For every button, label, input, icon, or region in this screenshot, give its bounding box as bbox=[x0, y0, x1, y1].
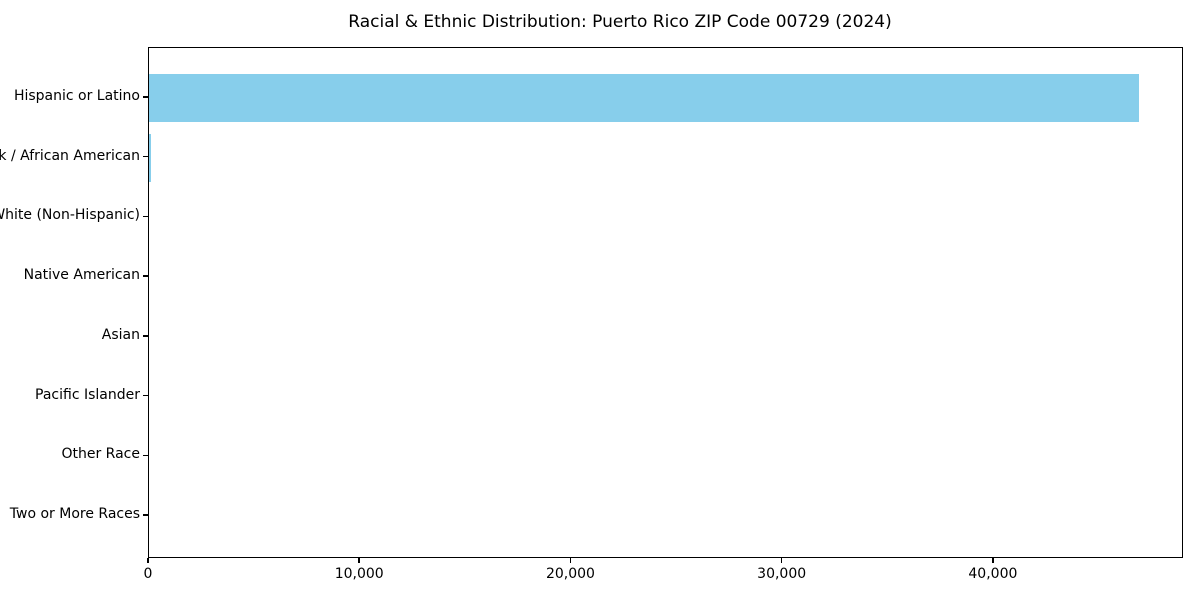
y-tick bbox=[143, 335, 148, 337]
x-axis-tick-label: 30,000 bbox=[757, 566, 807, 582]
y-tick bbox=[143, 514, 148, 516]
y-axis-label: Black / African American bbox=[0, 147, 140, 164]
x-tick bbox=[358, 558, 360, 563]
x-tick bbox=[992, 558, 994, 563]
x-axis-tick-label: 10,000 bbox=[334, 566, 384, 582]
y-tick bbox=[143, 275, 148, 277]
y-tick bbox=[143, 394, 148, 397]
plot-area bbox=[148, 47, 1183, 558]
y-axis-label: Other Race bbox=[61, 446, 140, 463]
bar bbox=[149, 133, 151, 182]
chart-title: Racial & Ethnic Distribution: Puerto Ric… bbox=[348, 12, 892, 32]
x-tick bbox=[147, 558, 149, 563]
x-axis-tick-label: 0 bbox=[143, 566, 153, 582]
y-tick bbox=[143, 96, 148, 98]
y-axis-label: Pacific Islander bbox=[35, 386, 140, 403]
y-tick bbox=[143, 454, 148, 456]
y-axis-label: Asian bbox=[101, 326, 140, 343]
x-tick bbox=[780, 558, 783, 563]
bar bbox=[149, 74, 1139, 122]
y-tick bbox=[143, 155, 148, 158]
y-axis-label: Two or More Races bbox=[9, 505, 140, 522]
x-axis-tick-label: 40,000 bbox=[968, 566, 1018, 582]
y-tick bbox=[143, 215, 148, 218]
x-tick bbox=[569, 558, 572, 563]
y-axis-label: Hispanic or Latino bbox=[13, 88, 140, 104]
x-axis-tick-label: 20,000 bbox=[545, 566, 595, 582]
y-axis-label: White (Non-Hispanic) bbox=[0, 207, 140, 224]
y-axis-label: Native American bbox=[23, 267, 140, 284]
